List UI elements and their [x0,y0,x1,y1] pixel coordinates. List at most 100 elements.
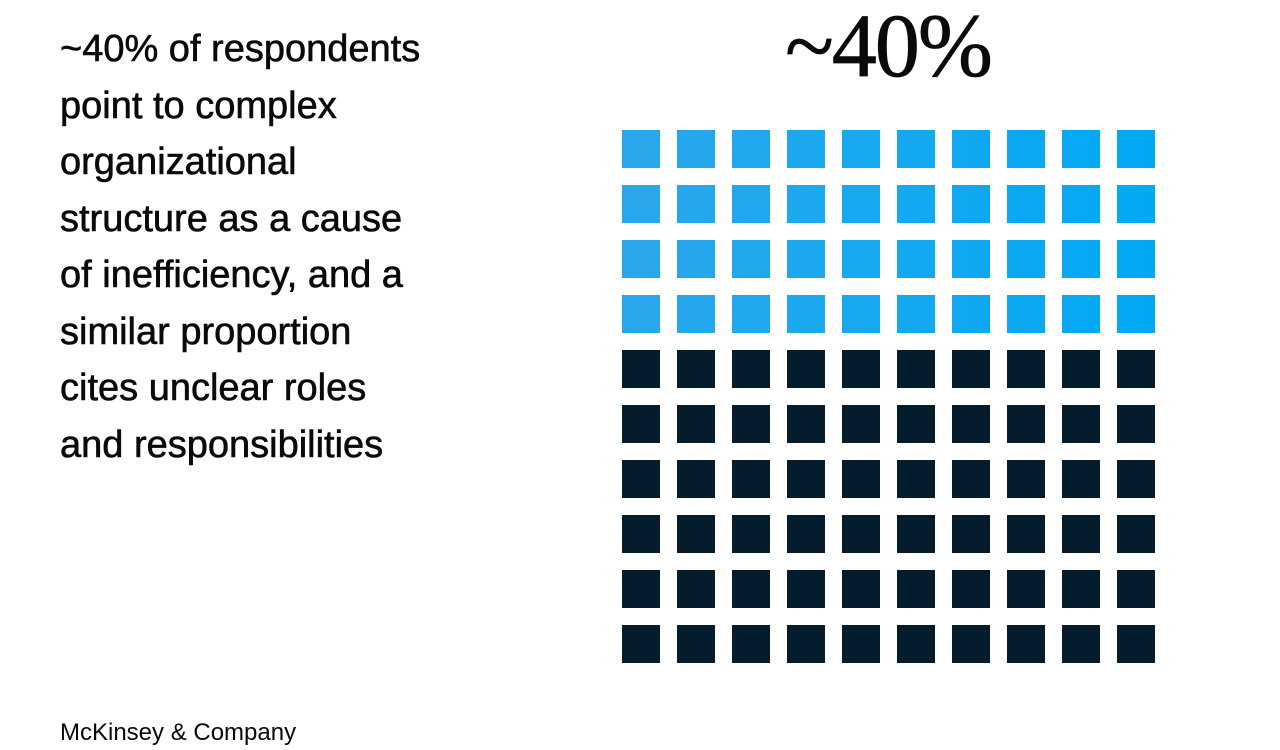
waffle-cell [842,460,880,498]
waffle-cell-highlighted [1117,185,1155,223]
waffle-cell [842,515,880,553]
waffle-cell-highlighted [622,240,660,278]
waffle-cell [952,570,990,608]
waffle-cell-highlighted [787,130,825,168]
waffle-cell [1117,405,1155,443]
headline-line: ~40% of respondents [60,28,421,71]
waffle-cell [1117,460,1155,498]
waffle-cell [1117,350,1155,388]
waffle-cell-highlighted [1062,130,1100,168]
waffle-cell [732,625,770,663]
headline-line: of inefficiency, and a [60,254,404,297]
waffle-cell [732,515,770,553]
waffle-cell [897,350,935,388]
waffle-cell-highlighted [677,185,715,223]
brand-logo-text: McKinsey & Company [60,719,297,746]
waffle-cell [677,350,715,388]
waffle-cell [1062,460,1100,498]
waffle-cell [952,625,990,663]
waffle-cell [622,460,660,498]
waffle-cell [897,625,935,663]
waffle-cell-highlighted [677,295,715,333]
waffle-cell-highlighted [897,185,935,223]
waffle-cell-highlighted [1007,240,1045,278]
waffle-cell-highlighted [1062,185,1100,223]
waffle-cell [677,515,715,553]
waffle-cell-highlighted [842,130,880,168]
waffle-cell-highlighted [1117,130,1155,168]
waffle-cell [1007,515,1045,553]
headline: ~40% of respondents point to complex org… [60,21,540,473]
waffle-cell [1007,625,1045,663]
waffle-cell-highlighted [1117,295,1155,333]
waffle-cell [787,460,825,498]
waffle-cell-highlighted [1007,295,1045,333]
waffle-cell-highlighted [622,130,660,168]
waffle-cell [622,350,660,388]
waffle-cell-highlighted [842,185,880,223]
waffle-cell-highlighted [787,240,825,278]
waffle-cell-highlighted [732,130,770,168]
headline-line: similar proportion [60,310,352,353]
waffle-cell [1007,570,1045,608]
waffle-cell [897,515,935,553]
waffle-cell [622,570,660,608]
waffle-cell [1117,515,1155,553]
waffle-cell [1117,625,1155,663]
headline-line: organizational [60,141,297,184]
waffle-cell-highlighted [622,185,660,223]
waffle-cell [952,405,990,443]
waffle-cell-highlighted [787,185,825,223]
waffle-cell [952,460,990,498]
waffle-cell-highlighted [952,185,990,223]
waffle-cell [677,460,715,498]
waffle-cell [787,625,825,663]
waffle-cell [1062,570,1100,608]
waffle-cell-highlighted [1007,130,1045,168]
waffle-cell [952,515,990,553]
waffle-cell [897,405,935,443]
waffle-cell-highlighted [1062,240,1100,278]
waffle-cell-highlighted [787,295,825,333]
waffle-cell [1117,570,1155,608]
headline-line: structure as a cause [60,197,403,240]
waffle-cell [622,515,660,553]
waffle-cell-highlighted [732,185,770,223]
waffle-cell [842,350,880,388]
waffle-cell-highlighted [952,240,990,278]
waffle-cell-highlighted [842,240,880,278]
waffle-chart [622,130,1155,663]
waffle-cell [1062,515,1100,553]
waffle-cell [897,570,935,608]
waffle-cell [732,350,770,388]
waffle-cell [677,625,715,663]
waffle-cell-highlighted [732,240,770,278]
waffle-cell [842,570,880,608]
waffle-cell-highlighted [677,130,715,168]
waffle-cell [787,570,825,608]
chart-title: ~40% [785,0,993,96]
headline-line: and responsibilities [60,423,384,466]
waffle-cell [1007,460,1045,498]
waffle-cell-highlighted [897,295,935,333]
waffle-cell [622,405,660,443]
waffle-cell [1007,405,1045,443]
waffle-cell-highlighted [622,295,660,333]
waffle-cell-highlighted [952,295,990,333]
waffle-cell [1062,625,1100,663]
waffle-cell [677,570,715,608]
waffle-cell [787,405,825,443]
waffle-cell-highlighted [897,130,935,168]
waffle-cell [842,405,880,443]
waffle-cell [1007,350,1045,388]
waffle-cell [1062,350,1100,388]
waffle-cell-highlighted [897,240,935,278]
waffle-cell [732,405,770,443]
waffle-cell-highlighted [732,295,770,333]
waffle-cell-highlighted [842,295,880,333]
headline-line: point to complex [60,84,337,127]
waffle-cell [952,350,990,388]
waffle-cell-highlighted [952,130,990,168]
waffle-cell-highlighted [1117,240,1155,278]
waffle-cell [677,405,715,443]
